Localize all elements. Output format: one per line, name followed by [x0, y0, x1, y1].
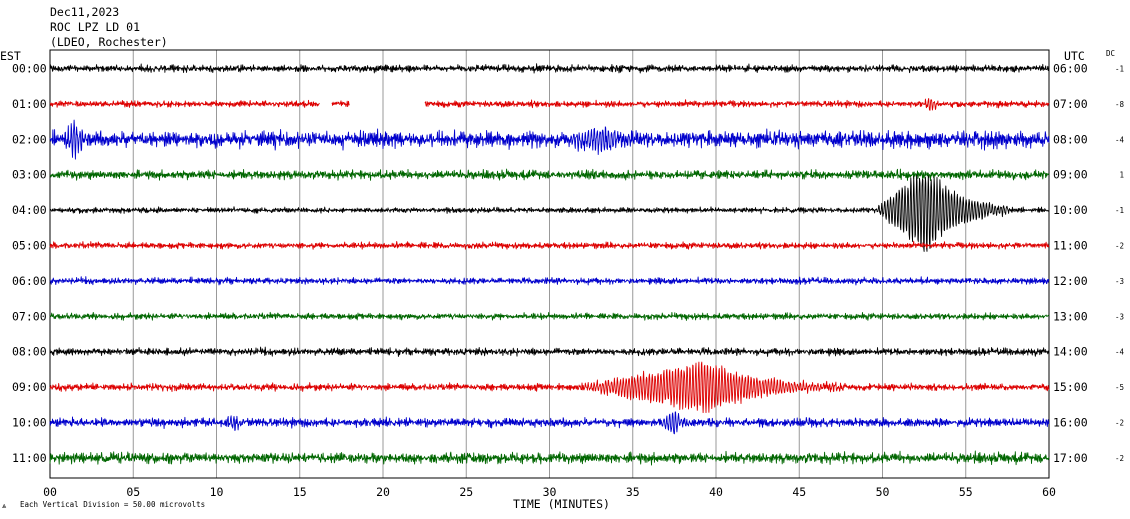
est-axis-label: EST [0, 49, 21, 63]
row-label-dc: -4 [1115, 135, 1125, 144]
x-tick-label: 50 [876, 485, 890, 499]
trace-line [49, 411, 1050, 435]
row-label-dc: -2 [1115, 419, 1124, 428]
trace-line [49, 99, 320, 108]
x-tick-label: 40 [709, 485, 723, 499]
row-label-dc: -2 [1115, 454, 1124, 463]
row-label-dc: -3 [1115, 312, 1124, 321]
row-label-dc: -5 [1115, 383, 1124, 392]
trace-line [49, 174, 1050, 252]
row-label-dc: 1 [1119, 171, 1124, 180]
station-label: ROC LPZ LD 01 [50, 20, 140, 34]
x-axis-title: TIME (MINUTES) [513, 497, 610, 511]
x-tick-label: 55 [959, 485, 973, 499]
trace-line [331, 100, 350, 108]
scale-note: Each Vertical Division = 50.00 microvolt… [20, 500, 205, 509]
row-label-dc: -1 [1115, 206, 1124, 215]
x-tick-label: 35 [626, 485, 640, 499]
x-tick-label: 30 [543, 485, 557, 499]
row-label-est: 09:00 [12, 380, 47, 394]
row-label-utc: 13:00 [1053, 309, 1088, 323]
dc-label: DC [1106, 49, 1115, 58]
trace-line [424, 98, 1050, 111]
x-tick-label: 60 [1042, 485, 1056, 499]
row-label-est: 08:00 [12, 345, 47, 359]
x-tick-label: 20 [376, 485, 390, 499]
row-label-dc: -8 [1115, 100, 1125, 109]
row-label-est: 01:00 [12, 97, 47, 111]
trace-line [49, 240, 1050, 250]
trace-line [49, 311, 1050, 321]
utc-axis-label: UTC [1064, 49, 1085, 63]
x-axis-ticks: 00 05 10 15 20 25 30 35 40 45 50 55 60 [43, 485, 1056, 499]
trace-line [49, 450, 1050, 466]
x-tick-label: 05 [126, 485, 140, 499]
row-label-utc: 15:00 [1053, 380, 1088, 394]
row-label-est: 10:00 [12, 416, 47, 430]
row-label-dc: -3 [1115, 277, 1124, 286]
row-label-dc: -2 [1115, 242, 1124, 251]
plot-frame [49, 49, 1050, 479]
row-label-utc: 12:00 [1053, 274, 1088, 288]
row-label-est: 11:00 [12, 451, 47, 465]
date-label: Dec11,2023 [50, 5, 119, 19]
row-label-utc: 06:00 [1053, 62, 1088, 76]
x-tick-label: 10 [210, 485, 224, 499]
row-label-est: 04:00 [12, 203, 47, 217]
x-tick-label: 45 [792, 485, 806, 499]
row-label-utc: 09:00 [1053, 168, 1088, 182]
row-label-utc: 07:00 [1053, 97, 1088, 111]
scale-icon: ⩓ [2, 501, 7, 510]
row-label-est: 06:00 [12, 274, 47, 288]
row-label-dc: -4 [1115, 348, 1125, 357]
trace-line [49, 346, 1050, 357]
row-label-utc: 08:00 [1053, 132, 1088, 146]
network-label: (LDEO, Rochester) [50, 35, 168, 49]
row-label-utc: 16:00 [1053, 416, 1088, 430]
row-label-est: 00:00 [12, 62, 47, 76]
row-label-utc: 17:00 [1053, 451, 1088, 465]
row-label-est: 03:00 [12, 168, 47, 182]
trace-line [49, 63, 1050, 74]
row-label-est: 02:00 [12, 132, 47, 146]
x-tick-label: 15 [293, 485, 307, 499]
trace-line [49, 276, 1050, 286]
trace-rows [49, 63, 1050, 466]
grid-lines [49, 50, 1050, 478]
trace-line [49, 119, 1050, 160]
row-label-dc: -1 [1115, 65, 1124, 74]
row-label-est: 07:00 [12, 309, 47, 323]
x-tick-label: 25 [459, 485, 473, 499]
row-label-utc: 14:00 [1053, 345, 1088, 359]
trace-line [49, 361, 1050, 414]
row-label-est: 05:00 [12, 239, 47, 253]
row-label-utc: 11:00 [1053, 239, 1088, 253]
row-labels: 00:00 06:00 -1 01:00 07:00 -8 02:00 08:00 -4 03:0… [12, 62, 1124, 465]
x-tick-label: 00 [43, 485, 57, 499]
trace-line [49, 168, 1050, 182]
row-label-utc: 10:00 [1053, 203, 1088, 217]
